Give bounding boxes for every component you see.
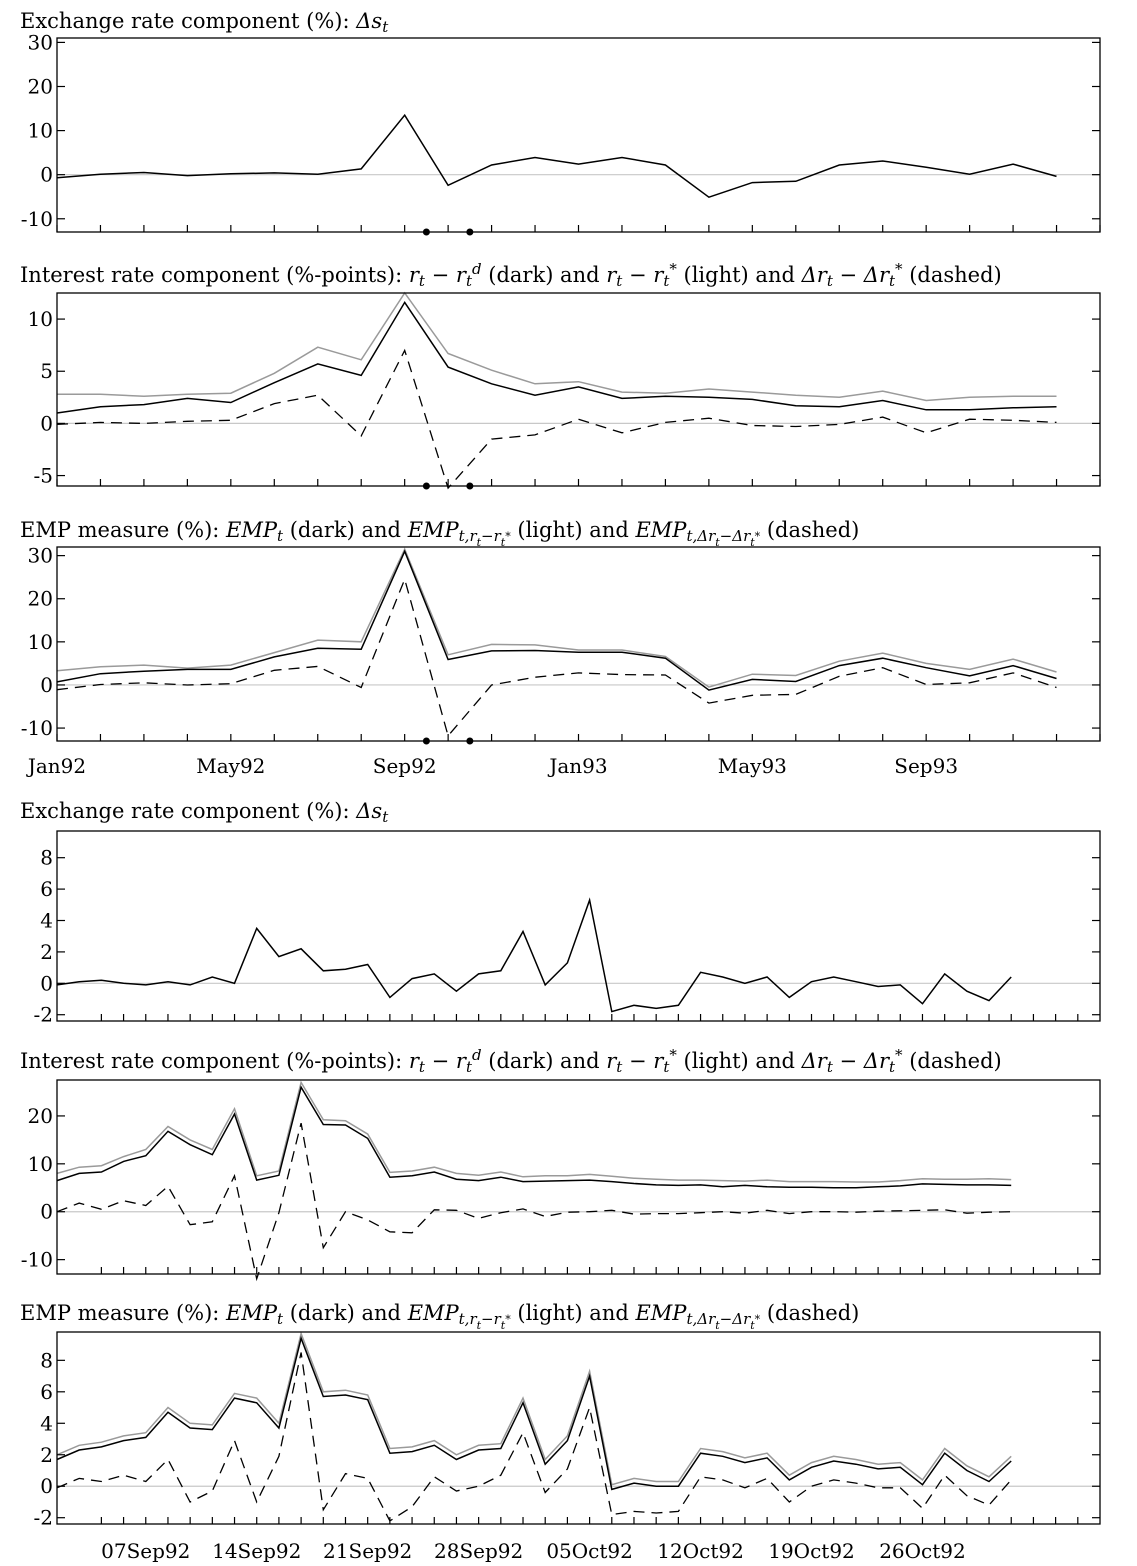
panel-2: -5 0 5 10 xyxy=(28,291,1101,490)
plot-frame xyxy=(56,1331,1101,1525)
series-line-dashed xyxy=(56,1122,1012,1282)
y-tick-label: 0 xyxy=(40,971,53,995)
y-tick-label: 10 xyxy=(28,1152,53,1176)
panel-title-3: EMP measure (%): EMPt (dark) and EMPt,rt… xyxy=(20,518,859,549)
plot-frame xyxy=(56,1079,1101,1275)
x-tick-label: Sep92 xyxy=(373,754,437,778)
panel-title-6: EMP measure (%): EMPt (dark) and EMPt,rt… xyxy=(20,1301,859,1332)
x-tick-label: May93 xyxy=(718,754,787,778)
panel-5: -10 0 10 20 xyxy=(21,1079,1101,1282)
y-tick-label: -10 xyxy=(21,1248,53,1272)
x-tick-label: 21Sep92 xyxy=(323,1539,412,1563)
x-tick-label: Jan92 xyxy=(26,754,86,778)
y-tick-label: 20 xyxy=(28,75,53,99)
x-tick-label: 19Oct92 xyxy=(768,1539,855,1563)
y-tick-label: 0 xyxy=(40,411,53,435)
y-tick-label: 0 xyxy=(40,673,53,697)
y-tick-label: 30 xyxy=(28,544,53,568)
series-line-dashed xyxy=(56,577,1057,738)
y-tick-label: 6 xyxy=(40,877,53,901)
series-line-dark xyxy=(56,300,1057,414)
series-line-dark xyxy=(56,549,1057,691)
y-tick-label: -5 xyxy=(34,464,53,488)
y-tick-label: 4 xyxy=(40,909,53,933)
panel-title-2: Interest rate component (%-points): rt −… xyxy=(20,260,1002,290)
x-tick-label: 12Oct92 xyxy=(657,1539,744,1563)
y-tick-label: 20 xyxy=(28,587,53,611)
panel-3: -10 0 10 20 30 Jan92 May92 Sep92 Jan93 May93 Sep93 xyxy=(21,544,1101,778)
y-tick-label: 5 xyxy=(40,359,53,383)
plot-frame xyxy=(56,292,1101,487)
series-line-dark xyxy=(56,897,1012,1013)
y-tick-label: 6 xyxy=(40,1380,53,1404)
y-tick-label: 20 xyxy=(28,1104,53,1128)
event-marker xyxy=(422,482,430,490)
event-marker xyxy=(422,228,430,236)
series-line-light xyxy=(56,1331,1012,1486)
y-tick-label: 0 xyxy=(40,1200,53,1224)
y-tick-label: 10 xyxy=(28,307,53,331)
panel-4: -2 0 2 4 6 8 xyxy=(34,830,1101,1027)
y-tick-label: -10 xyxy=(21,207,53,231)
y-tick-label: 2 xyxy=(40,940,53,964)
y-tick-label: 30 xyxy=(28,30,53,54)
panel-title-5: Interest rate component (%-points): rt −… xyxy=(20,1046,1002,1076)
series-line-light xyxy=(56,1080,1012,1183)
event-marker xyxy=(466,737,474,745)
event-marker xyxy=(422,737,430,745)
y-tick-label: -10 xyxy=(21,716,53,740)
panel-6: -2 0 2 4 6 8 07Sep92 14Sep92 21Sep92 28Sep92 05Oct… xyxy=(34,1331,1101,1563)
series-line-dark xyxy=(56,1085,1012,1189)
y-tick-label: 8 xyxy=(40,846,53,870)
series-line-dark xyxy=(56,113,1057,199)
y-tick-label: 8 xyxy=(40,1348,53,1372)
x-tick-label: May92 xyxy=(196,754,265,778)
panel-title-1: Exchange rate component (%): Δst xyxy=(20,9,389,36)
y-tick-label: 2 xyxy=(40,1443,53,1467)
event-marker xyxy=(466,482,474,490)
x-tick-label: 28Sep92 xyxy=(434,1539,523,1563)
y-tick-label: 0 xyxy=(40,163,53,187)
series-line-dashed xyxy=(56,348,1057,490)
x-tick-label: 05Oct92 xyxy=(546,1539,633,1563)
series-line-light xyxy=(56,547,1057,688)
panel-1: -10 0 10 20 30 xyxy=(21,30,1101,236)
x-tick-label: 14Sep92 xyxy=(212,1539,301,1563)
series-line-light xyxy=(57,291,1057,402)
x-tick-label: Sep93 xyxy=(894,754,958,778)
x-tick-label: Jan93 xyxy=(547,754,607,778)
y-tick-label: 10 xyxy=(28,630,53,654)
y-tick-label: 4 xyxy=(40,1411,53,1435)
y-tick-label: -2 xyxy=(34,1506,53,1530)
y-tick-label: -2 xyxy=(34,1003,53,1027)
y-tick-label: 0 xyxy=(40,1474,53,1498)
series-line-dark xyxy=(56,1335,1012,1491)
x-tick-label: 07Sep92 xyxy=(101,1539,190,1563)
plot-frame xyxy=(56,830,1101,1022)
panel-title-4: Exchange rate component (%): Δst xyxy=(20,799,389,826)
y-tick-label: 10 xyxy=(28,119,53,143)
plot-frame xyxy=(56,37,1101,233)
plot-frame xyxy=(56,546,1101,742)
series-line-dashed xyxy=(56,1352,1012,1522)
x-tick-label: 26Oct92 xyxy=(879,1539,966,1563)
event-marker xyxy=(466,228,474,236)
